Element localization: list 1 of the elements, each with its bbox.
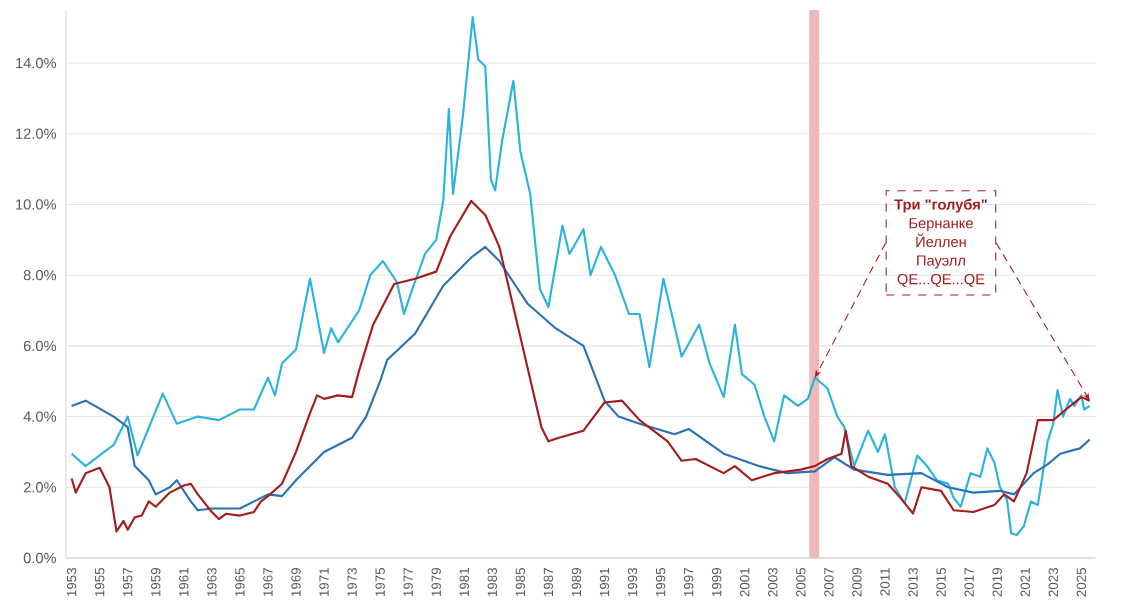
line-series — [70, 16, 1091, 537]
